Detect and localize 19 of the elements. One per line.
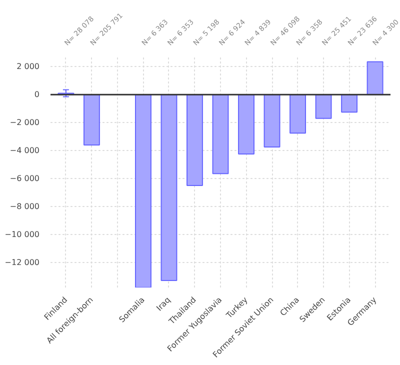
y-tick-label: −4 000 [10, 146, 40, 156]
bar [186, 94, 203, 186]
y-tick-label: 0 [34, 90, 40, 100]
y-tick-label: −12 000 [4, 258, 40, 267]
y-tick-label: −8 000 [10, 202, 40, 211]
bar [212, 94, 229, 174]
bar [366, 61, 384, 96]
y-tick-label: −6 000 [10, 174, 40, 183]
bar [160, 94, 178, 282]
bar [341, 94, 358, 113]
y-tick-label: 2 000 [16, 62, 40, 72]
bar [238, 94, 254, 155]
bar [264, 94, 280, 148]
y-tick-label: −2 000 [10, 118, 40, 128]
bar [290, 94, 306, 134]
y-tick-label: −10 000 [4, 230, 40, 239]
bar [315, 94, 332, 119]
bar [135, 94, 152, 288]
bar [83, 94, 100, 146]
